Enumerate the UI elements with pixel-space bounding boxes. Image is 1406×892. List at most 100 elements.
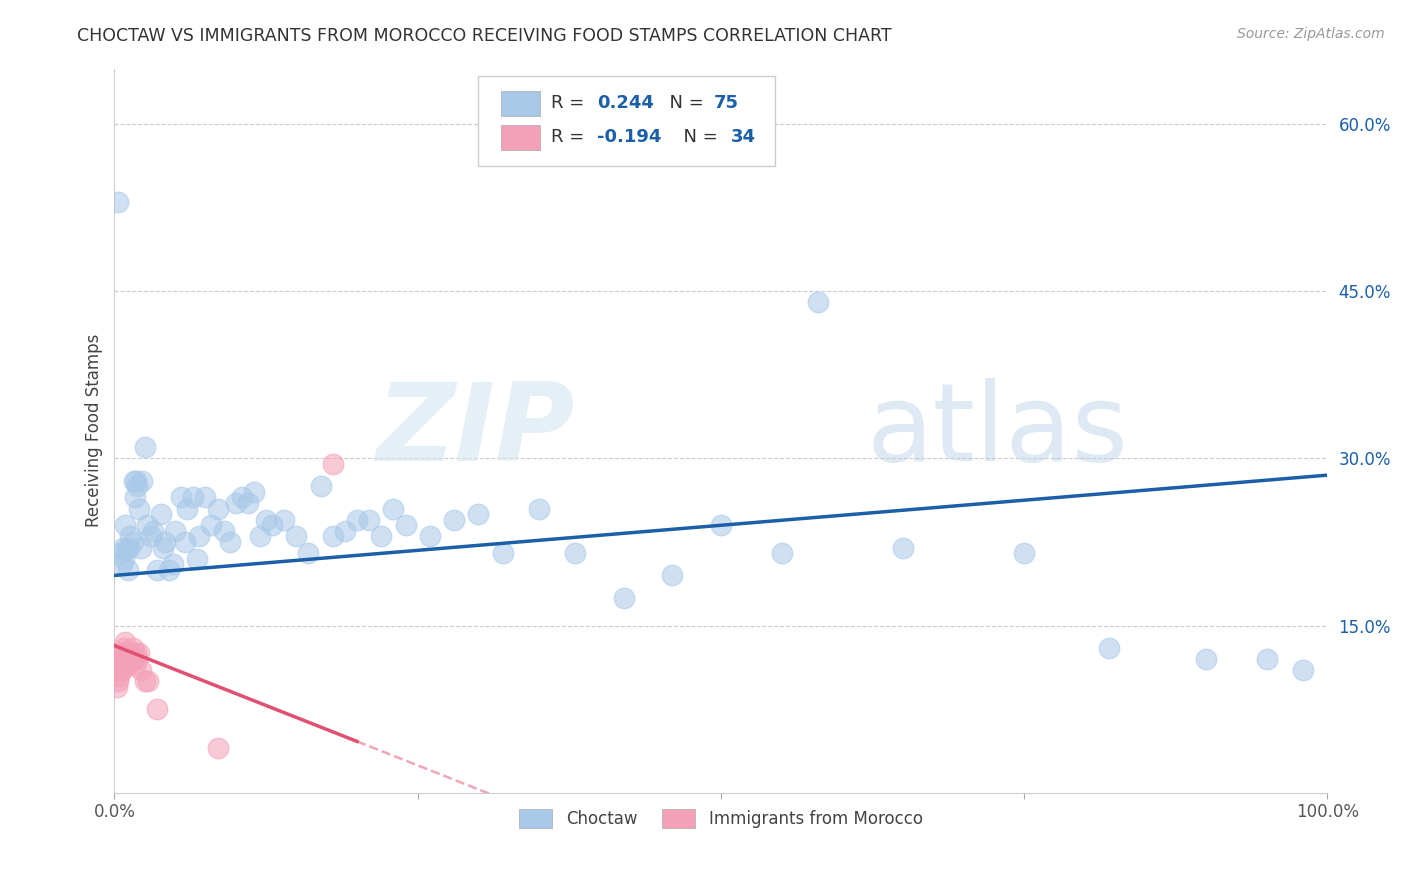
FancyBboxPatch shape — [478, 76, 776, 166]
Point — [491, 546, 513, 560]
Point — [165, 524, 187, 538]
Point — [891, 541, 914, 555]
Point — [370, 529, 392, 543]
Point — [115, 647, 138, 661]
Point — [105, 657, 128, 672]
Point — [152, 541, 174, 555]
Point — [122, 474, 145, 488]
Point — [173, 535, 195, 549]
Point — [115, 657, 138, 672]
Point — [309, 479, 332, 493]
Point — [710, 518, 733, 533]
Text: -0.194: -0.194 — [598, 128, 662, 146]
Point — [1292, 663, 1315, 677]
Point — [128, 647, 150, 661]
Point — [124, 657, 146, 672]
Point — [322, 529, 344, 543]
Point — [1098, 640, 1121, 655]
Point — [467, 507, 489, 521]
Point — [155, 535, 177, 549]
Point — [207, 501, 229, 516]
Point — [127, 652, 149, 666]
Point — [111, 657, 134, 672]
Point — [110, 546, 132, 560]
Point — [443, 513, 465, 527]
Point — [111, 663, 134, 677]
Point — [110, 663, 132, 677]
Point — [194, 491, 217, 505]
Text: ZIP: ZIP — [377, 377, 575, 483]
Point — [125, 647, 148, 661]
Point — [212, 524, 235, 538]
Point — [108, 668, 131, 682]
Point — [243, 484, 266, 499]
Point — [146, 702, 169, 716]
Point — [262, 518, 284, 533]
Point — [218, 535, 240, 549]
Y-axis label: Receiving Food Stamps: Receiving Food Stamps — [86, 334, 103, 527]
Point — [188, 529, 211, 543]
Point — [118, 541, 141, 555]
Point — [111, 647, 134, 661]
Point — [346, 513, 368, 527]
Point — [1012, 546, 1035, 560]
Point — [134, 674, 156, 689]
Point — [127, 479, 149, 493]
Point — [112, 551, 135, 566]
Point — [131, 474, 153, 488]
Point — [176, 501, 198, 516]
Point — [1256, 652, 1278, 666]
Point — [181, 491, 204, 505]
Point — [107, 652, 129, 666]
Point — [273, 513, 295, 527]
Point — [200, 518, 222, 533]
Point — [111, 647, 134, 661]
Text: atlas: atlas — [866, 377, 1129, 483]
Point — [138, 674, 160, 689]
Point — [149, 507, 172, 521]
Point — [146, 563, 169, 577]
Point — [125, 474, 148, 488]
Point — [613, 591, 636, 605]
Point — [359, 513, 381, 527]
Text: 0.244: 0.244 — [598, 95, 654, 112]
Point — [807, 295, 830, 310]
Point — [333, 524, 356, 538]
Point — [114, 518, 136, 533]
Point — [124, 491, 146, 505]
Point — [118, 652, 141, 666]
Point — [108, 652, 131, 666]
Point — [419, 529, 441, 543]
Point — [111, 541, 134, 555]
Text: N =: N = — [672, 128, 724, 146]
Point — [105, 680, 128, 694]
Point — [122, 652, 145, 666]
Point — [112, 652, 135, 666]
Point — [207, 741, 229, 756]
Point — [1195, 652, 1218, 666]
Point — [110, 647, 132, 661]
Point — [129, 541, 152, 555]
Point — [111, 558, 134, 572]
Point — [117, 657, 139, 672]
Point — [121, 640, 143, 655]
Text: 34: 34 — [731, 128, 755, 146]
Point — [297, 546, 319, 560]
Point — [120, 647, 142, 661]
Point — [107, 195, 129, 210]
Point — [117, 647, 139, 661]
Point — [128, 501, 150, 516]
FancyBboxPatch shape — [502, 91, 540, 116]
Text: 75: 75 — [714, 95, 738, 112]
Point — [139, 529, 162, 543]
Text: N =: N = — [658, 95, 709, 112]
Text: R =: R = — [551, 128, 591, 146]
Point — [107, 674, 129, 689]
Point — [121, 535, 143, 549]
Point — [254, 513, 277, 527]
Point — [770, 546, 793, 560]
Point — [120, 652, 142, 666]
Legend: Choctaw, Immigrants from Morocco: Choctaw, Immigrants from Morocco — [512, 803, 929, 835]
Point — [162, 558, 184, 572]
Point — [231, 491, 253, 505]
